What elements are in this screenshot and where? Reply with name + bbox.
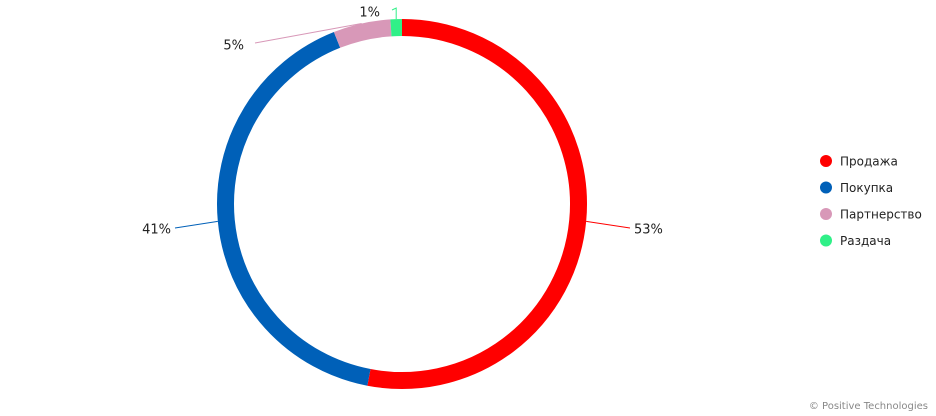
donut-slice (217, 31, 371, 386)
value-label: 5% (223, 39, 244, 54)
connector (174, 220, 218, 229)
legend-marker (820, 208, 832, 220)
donut-slice (333, 19, 392, 48)
legend-label: Партнерство (840, 208, 922, 222)
value-label: 1% (359, 6, 380, 21)
legend-label: Продажа (840, 155, 898, 169)
legend-label: Раздача (840, 234, 891, 248)
connector (254, 22, 362, 44)
connector (391, 7, 397, 20)
value-label: 41% (142, 223, 171, 238)
connector (586, 220, 631, 229)
legend-marker (820, 234, 832, 247)
donut-slice (367, 19, 587, 389)
legend-marker (820, 155, 832, 167)
legend-marker (820, 181, 832, 194)
credit: © Positive Technologies (809, 401, 928, 412)
legend-label: Покупка (840, 181, 893, 195)
value-label: 53% (634, 223, 663, 238)
